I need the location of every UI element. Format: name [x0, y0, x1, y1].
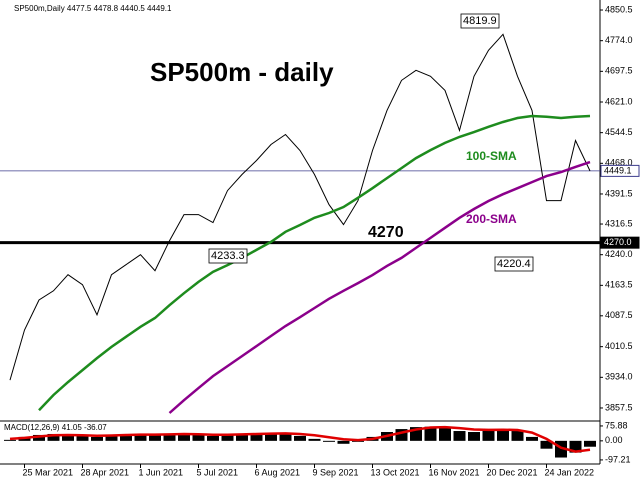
annotation: 4819.9: [463, 15, 497, 27]
histogram-bar: [279, 433, 292, 441]
y-tick-label: 75.88: [605, 420, 628, 430]
histogram-bar: [453, 431, 466, 441]
y-tick-label: -97.21: [605, 454, 631, 464]
y-tick-label: 4621.0: [605, 96, 633, 106]
macd-label: MACD(12,26,9) 41.05 -36.07: [4, 423, 107, 432]
histogram-bar: [308, 438, 321, 441]
histogram-bar: [395, 429, 408, 441]
histogram-bar: [134, 433, 147, 441]
level-label: 4270.0: [604, 237, 632, 247]
x-tick-label: 16 Nov 2021: [429, 467, 480, 477]
histogram-bar: [149, 434, 161, 441]
annotation-box: [208, 248, 248, 264]
x-tick-label: 1 Jun 2021: [139, 467, 184, 477]
histogram-bar: [178, 433, 190, 441]
histogram-bar: [482, 430, 495, 441]
histogram-bar: [33, 434, 45, 441]
series-label: 200-SMA: [466, 212, 517, 226]
histogram-bar: [4, 439, 16, 441]
histogram-bar: [265, 432, 277, 441]
histogram-bar: [47, 433, 60, 441]
y-tick-label: 0.00: [605, 435, 623, 445]
series-line: [9, 33, 591, 381]
y-tick-label: 4850.5: [605, 4, 633, 14]
histogram-bar: [540, 440, 553, 449]
histogram-bar: [91, 436, 103, 441]
y-tick-label: 4697.5: [605, 66, 633, 76]
y-tick-label: 3857.5: [605, 402, 633, 412]
y-tick-label: 4468.0: [605, 158, 633, 168]
x-tick-label: 25 Mar 2021: [23, 467, 74, 477]
histogram-bar: [163, 434, 176, 441]
y-tick-label: 4240.0: [605, 249, 633, 259]
x-tick-label: 20 Dec 2021: [487, 467, 538, 477]
y-tick-label: 3934.0: [605, 372, 633, 382]
y-tick-label: 4316.5: [605, 218, 633, 228]
histogram-bar: [584, 440, 596, 447]
annotation: 4233.3: [211, 250, 245, 262]
histogram-bar: [105, 435, 118, 441]
histogram-bar: [468, 432, 480, 441]
y-tick-label: 4087.5: [605, 310, 633, 320]
histogram-bar: [250, 433, 263, 441]
histogram-bar: [323, 440, 335, 442]
annotation-box: [460, 13, 500, 29]
histogram-bar: [76, 435, 89, 441]
histogram-bar: [294, 435, 306, 441]
series-line: [168, 160, 591, 414]
annotation: 4270: [368, 224, 404, 241]
level-label-box: [600, 164, 640, 177]
histogram-bar: [337, 440, 350, 444]
x-tick-label: 5 Jul 2021: [197, 467, 239, 477]
histogram-bar: [192, 433, 205, 441]
series-line: [9, 425, 591, 453]
histogram-bar: [511, 431, 524, 441]
chart-header: SP500m,Daily 4477.5 4478.8 4440.5 4449.1: [14, 4, 172, 13]
histogram-bar: [439, 428, 451, 441]
y-tick-label: 4163.5: [605, 280, 633, 290]
histogram-bar: [526, 436, 538, 441]
x-tick-label: 9 Sep 2021: [313, 467, 359, 477]
histogram-bar: [120, 434, 132, 441]
chart-title: SP500m - daily: [150, 57, 334, 87]
x-tick-label: 6 Aug 2021: [255, 467, 301, 477]
series-line: [38, 114, 591, 412]
level-label: 4449.1: [604, 165, 632, 175]
level-label-box: [600, 236, 640, 249]
histogram-bar: [207, 435, 219, 441]
y-tick-label: 4774.0: [605, 35, 633, 45]
y-tick-label: 4391.5: [605, 188, 633, 198]
x-tick-label: 28 Apr 2021: [81, 467, 130, 477]
histogram-bar: [424, 426, 437, 441]
annotation: 4220.4: [497, 258, 531, 270]
histogram-bar: [62, 434, 74, 441]
annotation-box: [494, 256, 534, 272]
histogram-bar: [236, 433, 248, 441]
histogram-bar: [221, 434, 234, 441]
histogram-bar: [569, 440, 582, 453]
histogram-bar: [497, 429, 509, 441]
y-tick-label: 4010.5: [605, 341, 633, 351]
x-tick-label: 24 Jan 2022: [545, 467, 595, 477]
x-tick-label: 13 Oct 2021: [371, 467, 420, 477]
series-label: 100-SMA: [466, 149, 517, 163]
y-tick-label: 4544.5: [605, 127, 633, 137]
